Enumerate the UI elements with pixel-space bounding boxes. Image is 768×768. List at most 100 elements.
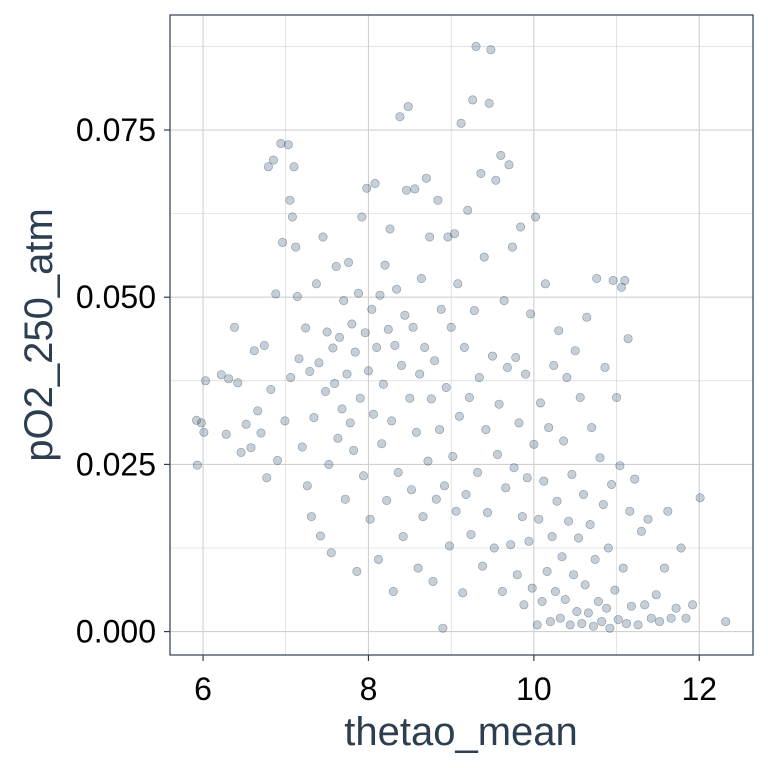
data-point [623, 334, 633, 344]
data-point [305, 366, 315, 376]
data-point [529, 439, 539, 449]
data-point [280, 416, 290, 426]
data-point [331, 261, 341, 271]
data-point [600, 362, 610, 372]
data-point [387, 416, 397, 426]
data-point [616, 282, 626, 292]
data-point [590, 554, 600, 564]
y-tick-label: 0.050 [76, 279, 156, 315]
data-point [451, 506, 461, 516]
data-point [416, 273, 426, 283]
data-point [318, 232, 328, 242]
data-point [570, 346, 580, 356]
data-point [646, 613, 656, 623]
data-point [547, 532, 557, 542]
data-point [328, 343, 338, 353]
data-point [620, 275, 630, 285]
data-point [471, 41, 481, 51]
data-point [439, 481, 449, 491]
data-point [287, 212, 297, 222]
data-point [569, 570, 579, 580]
data-point [401, 185, 411, 195]
data-point [398, 532, 408, 542]
data-point [573, 533, 583, 543]
data-point [334, 332, 344, 342]
data-point [482, 508, 492, 518]
x-tick-label: 12 [681, 671, 717, 707]
data-point [512, 570, 522, 580]
data-point [378, 379, 388, 389]
data-point [344, 257, 354, 267]
data-point [342, 369, 352, 379]
data-point [453, 279, 463, 289]
data-point [390, 340, 400, 350]
data-point [517, 512, 527, 522]
data-point [297, 442, 307, 452]
data-point [557, 552, 567, 562]
data-point [550, 586, 560, 596]
data-point [266, 384, 276, 394]
data-point [357, 212, 367, 222]
data-point [530, 212, 540, 222]
data-point [578, 489, 588, 499]
data-point [544, 423, 554, 433]
data-point [466, 530, 476, 540]
data-point [545, 617, 555, 627]
data-point [588, 621, 598, 631]
data-point [636, 526, 646, 536]
data-point [268, 155, 278, 165]
data-point [478, 561, 488, 571]
data-point [283, 140, 293, 150]
data-point [559, 436, 569, 446]
y-tick-label: 0.075 [76, 112, 156, 148]
data-point [430, 356, 440, 366]
data-point [454, 411, 464, 421]
data-point [640, 600, 650, 610]
data-point [535, 398, 545, 408]
data-point [333, 433, 343, 443]
data-point [358, 471, 368, 481]
data-point [666, 613, 676, 623]
data-point [592, 273, 602, 283]
data-point [671, 603, 681, 613]
data-point [314, 358, 324, 368]
data-point [552, 496, 562, 506]
data-point [473, 467, 483, 477]
data-point [435, 425, 445, 435]
data-point [474, 372, 484, 382]
data-point [291, 242, 301, 252]
data-point [315, 531, 325, 541]
data-point [320, 386, 330, 396]
data-point [421, 173, 431, 183]
data-point [448, 451, 458, 461]
data-point [400, 310, 410, 320]
x-axis-ticks: 6 8 10 12 [194, 655, 717, 707]
data-point [236, 447, 246, 457]
data-point [392, 284, 402, 294]
data-point [426, 394, 436, 404]
data-point [519, 600, 529, 610]
data-point [509, 463, 519, 473]
data-point [259, 340, 269, 350]
data-point [262, 473, 272, 483]
data-point [292, 291, 302, 301]
data-point [276, 138, 286, 148]
data-point [233, 378, 243, 388]
y-tick-label: 0.000 [76, 614, 156, 650]
y-axis-ticks: 0.000 0.025 0.050 0.075 [76, 112, 170, 650]
data-point [655, 617, 665, 627]
data-point [367, 304, 377, 314]
data-point [410, 184, 420, 194]
data-point [322, 327, 332, 337]
data-point [431, 494, 441, 504]
data-point [560, 594, 570, 604]
data-point [532, 620, 542, 630]
data-point [577, 619, 587, 629]
data-point [406, 485, 416, 495]
data-point [216, 370, 226, 380]
data-point [721, 617, 731, 627]
data-point [285, 195, 295, 205]
data-point [585, 520, 595, 530]
data-point [618, 563, 628, 573]
data-point [428, 576, 438, 586]
